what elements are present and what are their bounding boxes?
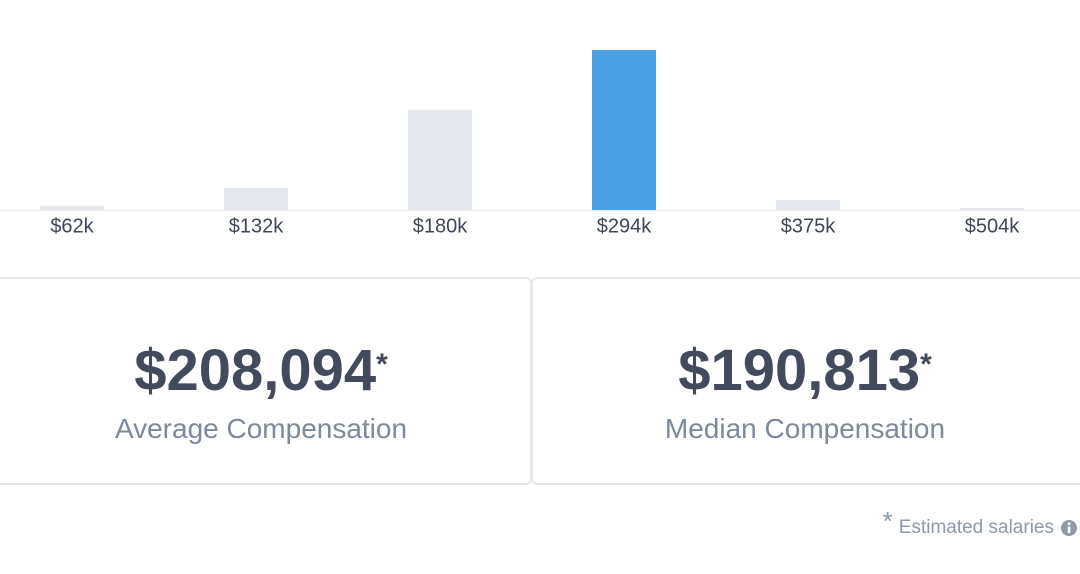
x-tick-label: $504k (965, 215, 1020, 237)
stat-marker: * (920, 348, 932, 381)
x-tick-label: $375k (781, 215, 836, 237)
stat-card: $190,813* Median Compensation (531, 277, 1080, 485)
stat-marker: * (376, 348, 388, 381)
stat-number: $190,813 (678, 338, 921, 403)
stat-label: Average Compensation (114, 413, 408, 444)
stat-card: $208,094* Average Compensation (0, 277, 532, 485)
stat-number: $208,094 (134, 338, 377, 403)
bar (592, 50, 656, 210)
x-tick-label: $62k (50, 215, 94, 237)
bar (40, 206, 104, 210)
x-tick-label: $132k (229, 215, 284, 237)
bar (224, 188, 288, 210)
footnote-text: Estimated salaries (898, 516, 1054, 538)
bar (960, 208, 1024, 210)
footnote-marker: * (882, 506, 893, 536)
footnote: * Estimated salaries (883, 506, 1078, 543)
stat-label: Median Compensation (664, 413, 946, 444)
info-icon[interactable] (1060, 519, 1078, 537)
bar (408, 110, 472, 210)
stat-value: $190,813* (521, 339, 1080, 403)
x-tick-label: $180k (413, 215, 468, 237)
x-tick-label: $294k (597, 215, 652, 237)
chart: $62k $132k $180k $294k $375k $504k (0, 50, 1080, 237)
bar (776, 200, 840, 210)
stat-value: $208,094* (0, 339, 530, 403)
